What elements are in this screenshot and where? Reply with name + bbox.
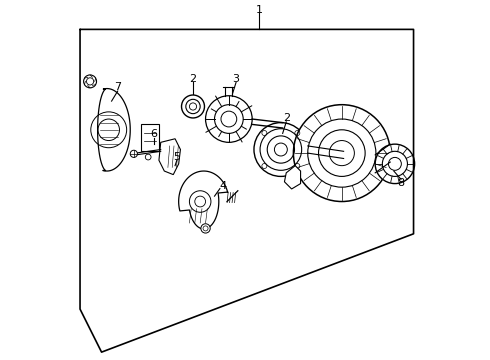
Text: 2: 2 [190, 74, 196, 84]
Circle shape [254, 123, 308, 176]
Text: 1: 1 [256, 5, 263, 15]
Text: 4: 4 [219, 181, 226, 191]
Text: 5: 5 [173, 152, 180, 162]
Polygon shape [285, 166, 300, 189]
Circle shape [130, 150, 137, 157]
Circle shape [375, 144, 415, 184]
Circle shape [181, 95, 204, 118]
Circle shape [146, 154, 151, 160]
Text: 8: 8 [397, 178, 405, 188]
Circle shape [201, 224, 210, 233]
Text: 2: 2 [283, 113, 290, 123]
Polygon shape [179, 171, 228, 229]
Bar [141, 125, 159, 151]
Polygon shape [98, 89, 130, 171]
Text: 7: 7 [114, 82, 121, 93]
Circle shape [84, 75, 97, 88]
Text: 3: 3 [233, 74, 240, 84]
Polygon shape [159, 139, 180, 175]
Circle shape [294, 105, 390, 202]
Text: 6: 6 [150, 129, 157, 139]
